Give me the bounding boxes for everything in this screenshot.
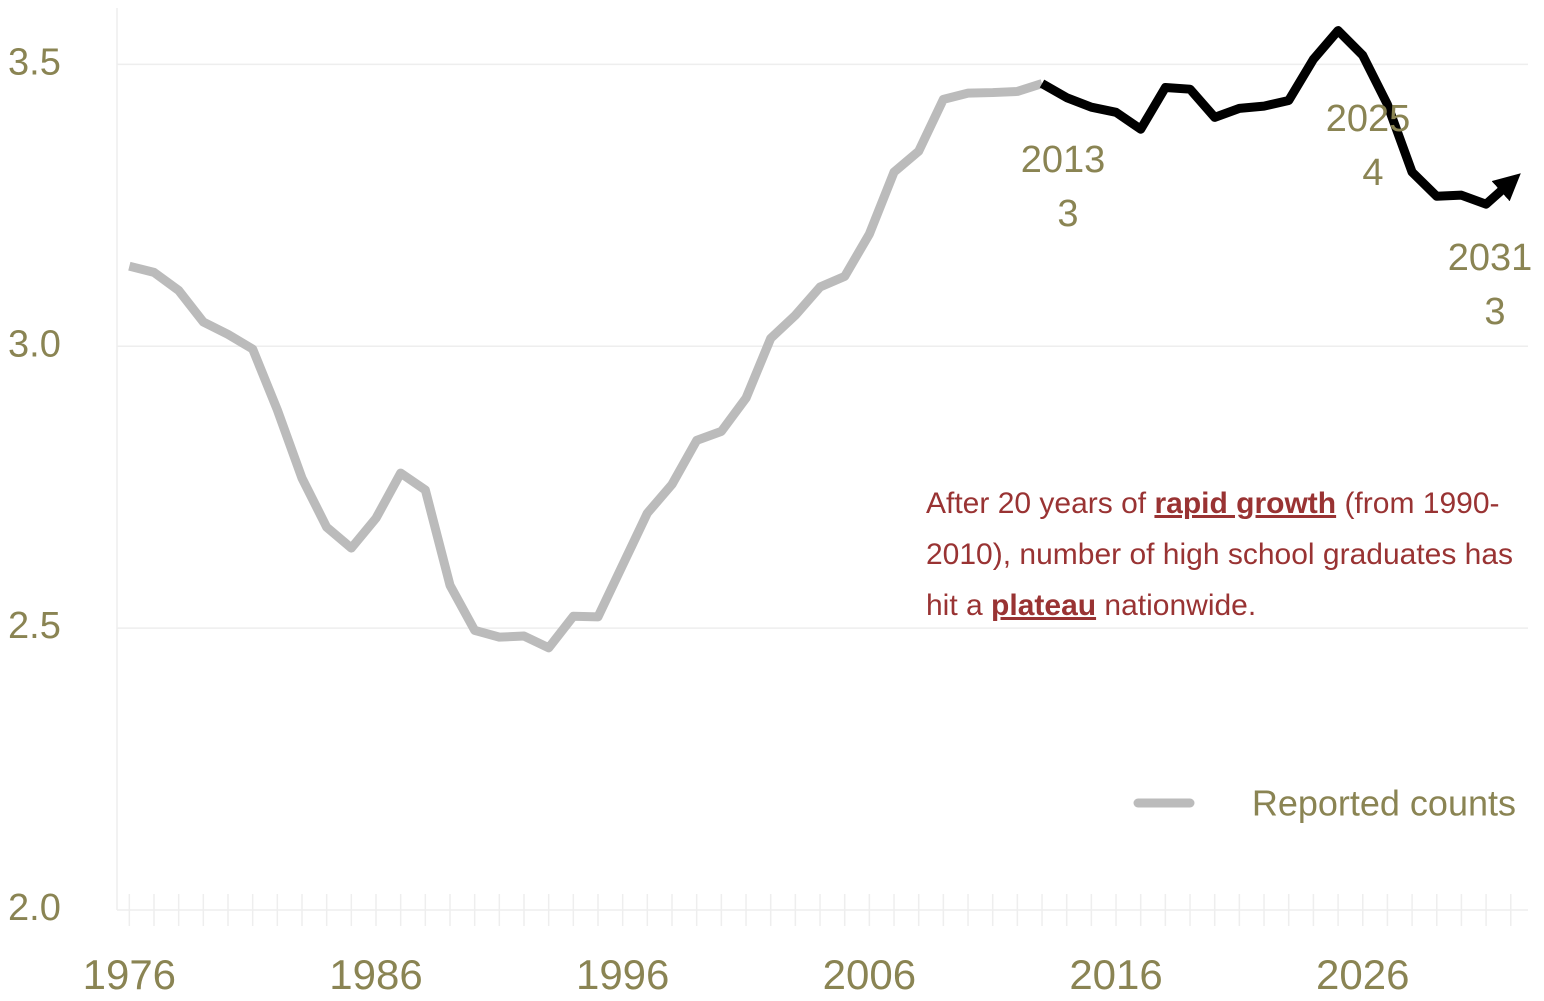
- x-tick-label: 2016: [1069, 951, 1162, 998]
- point-annotation: 3: [1057, 193, 1078, 235]
- y-tick-label: 2.0: [8, 887, 61, 929]
- x-tick-label: 1986: [329, 951, 422, 998]
- x-tick-label: 1976: [83, 951, 176, 998]
- point-annotation: 2013: [1021, 139, 1106, 181]
- note-emphasis: rapid growth: [1154, 487, 1337, 520]
- point-annotation: 3: [1484, 291, 1505, 333]
- y-tick-label: 2.5: [8, 605, 61, 647]
- series-line: [128, 79, 1044, 653]
- y-tick-label: 3.0: [8, 323, 61, 365]
- legend-label: Reported counts: [1252, 783, 1516, 824]
- point-annotation: 2031: [1448, 237, 1533, 279]
- note-text: After 20 years of: [926, 487, 1155, 520]
- point-annotation: 2025: [1326, 98, 1411, 140]
- y-tick-label: 3.5: [8, 41, 61, 83]
- note-text: (from 1990-2010), number of high school …: [926, 487, 1514, 622]
- series-line: [1039, 26, 1521, 209]
- point-annotation: 4: [1362, 152, 1383, 194]
- note-text: nationwide.: [1096, 589, 1257, 622]
- note-emphasis: plateau: [991, 589, 1097, 622]
- x-tick-label: 2006: [823, 951, 916, 998]
- x-tick-label: 1996: [576, 951, 669, 998]
- x-tick-label: 2026: [1316, 951, 1409, 998]
- annotation-note: After 20 years of rapid growth (from 199…: [926, 478, 1536, 631]
